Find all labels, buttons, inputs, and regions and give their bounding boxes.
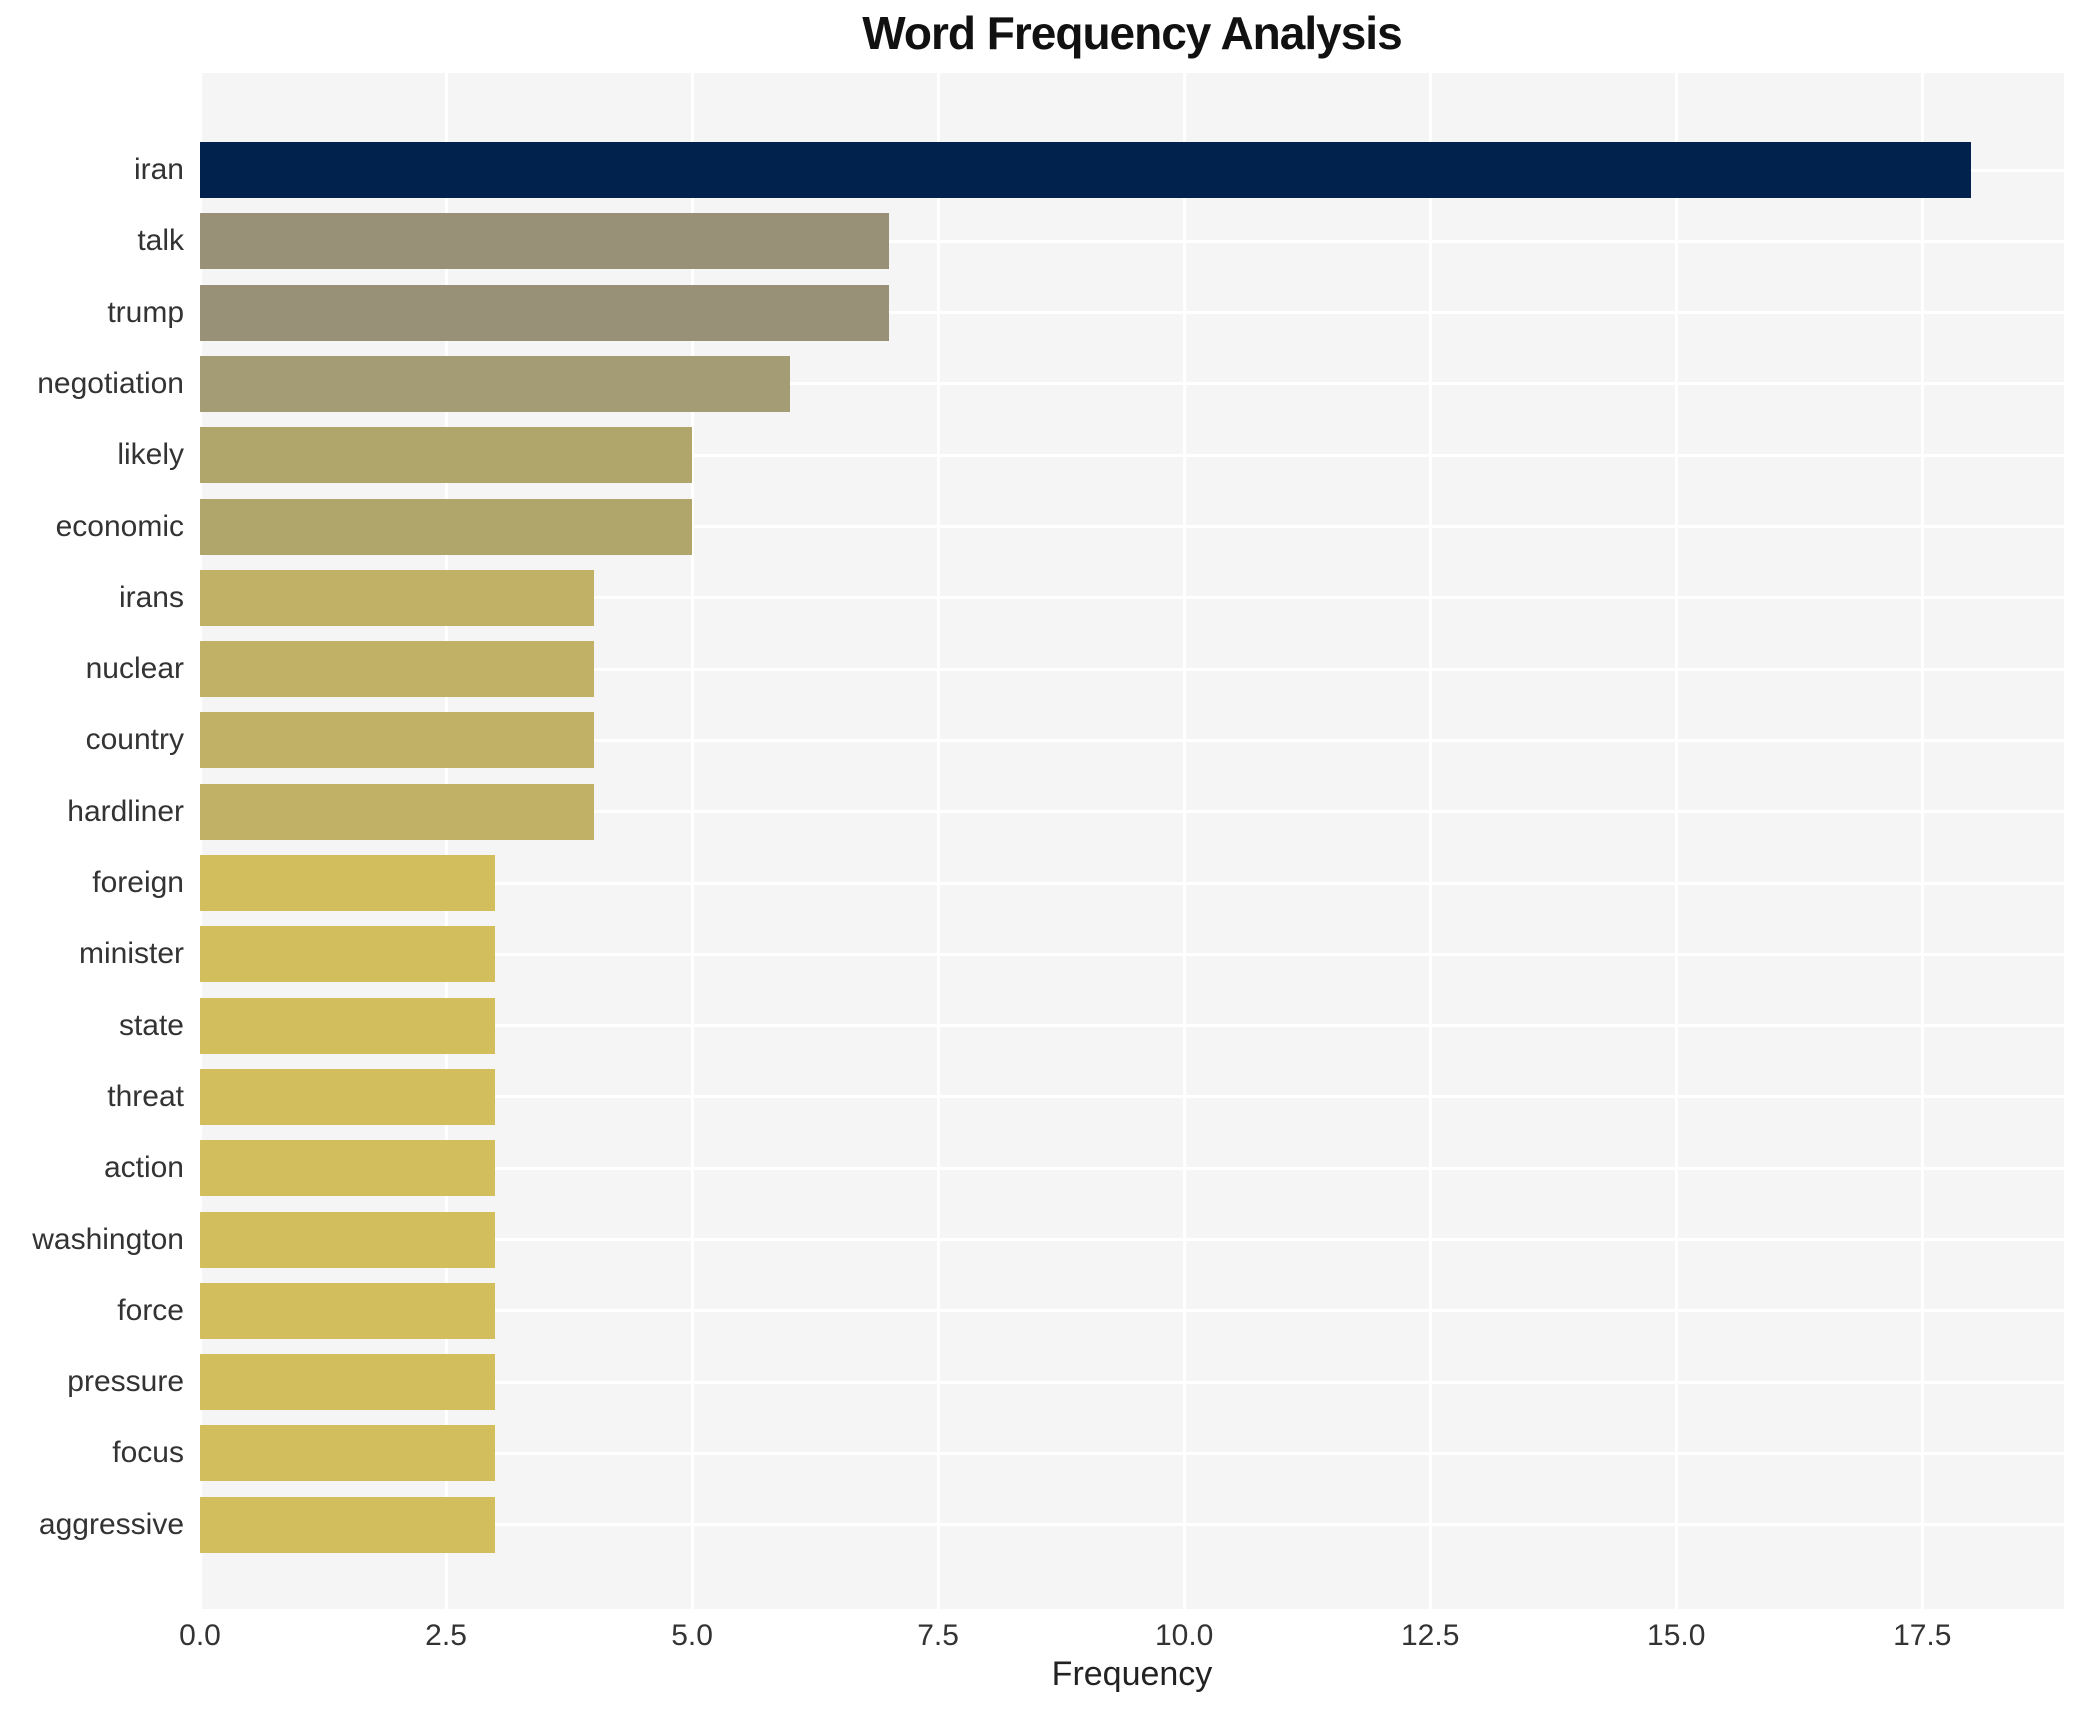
bar-country	[200, 712, 594, 769]
gridline-horizontal	[200, 1095, 2064, 1099]
y-tick-label-hardliner: hardliner	[67, 794, 184, 828]
gridline-horizontal	[200, 239, 2064, 243]
gridline-vertical	[198, 73, 202, 1609]
bar-talk	[200, 213, 889, 270]
gridline-vertical	[1182, 73, 1186, 1609]
y-tick-label-force: force	[117, 1293, 184, 1327]
y-tick-label-focus: focus	[112, 1436, 184, 1470]
bar-threat	[200, 1068, 496, 1125]
y-tick-label-economic: economic	[55, 509, 184, 543]
bar-foreign	[200, 855, 496, 911]
y-tick-label-action: action	[103, 1151, 184, 1185]
gridline-horizontal	[200, 1166, 2064, 1170]
y-tick-label-iran: iran	[133, 153, 184, 186]
bar-likely	[200, 427, 693, 484]
y-tick-label-irans: irans	[118, 580, 184, 614]
y-tick-label-minister: minister	[78, 937, 184, 971]
gridline-vertical	[1920, 73, 1924, 1609]
gridline-vertical	[936, 73, 940, 1609]
gridline-horizontal	[200, 810, 2064, 814]
x-axis-label: Frequency	[1051, 1655, 1213, 1693]
gridline-horizontal	[200, 382, 2064, 386]
y-tick-label-foreign: foreign	[92, 866, 184, 899]
y-tick-label-likely: likely	[117, 438, 184, 472]
gridline-horizontal	[200, 952, 2064, 956]
gridline-horizontal	[200, 525, 2064, 528]
y-tick-label-nuclear: nuclear	[85, 652, 184, 686]
gridline-horizontal	[200, 453, 2064, 457]
gridline-horizontal	[200, 596, 2064, 600]
gridline-vertical	[1674, 73, 1678, 1609]
bar-minister	[200, 926, 496, 983]
gridline-horizontal	[200, 881, 2064, 885]
gridline-vertical	[1428, 73, 1432, 1609]
y-tick-label-threat: threat	[107, 1079, 184, 1113]
plot-area	[198, 73, 2064, 1609]
gridline-horizontal	[200, 738, 2064, 742]
y-tick-label-trump: trump	[107, 295, 184, 329]
gridline-horizontal	[200, 311, 2064, 315]
x-tick-label-12.5: 12.5	[1400, 1619, 1460, 1652]
y-tick-label-negotiation: negotiation	[37, 366, 184, 400]
bar-pressure	[200, 1354, 496, 1411]
gridline-horizontal	[200, 1024, 2064, 1028]
y-tick-label-country: country	[85, 723, 184, 757]
x-tick-label-2.5: 2.5	[425, 1619, 467, 1652]
x-tick-label-5.0: 5.0	[671, 1619, 713, 1652]
bar-negotiation	[200, 355, 791, 412]
x-tick-label-7.5: 7.5	[917, 1619, 959, 1652]
chart-title: Word Frequency Analysis	[862, 7, 1402, 59]
gridline-horizontal	[200, 1309, 2064, 1313]
bar-washington	[200, 1211, 496, 1268]
bar-economic	[200, 498, 693, 555]
bar-force	[200, 1282, 496, 1339]
gridline-vertical	[444, 73, 448, 1609]
gridline-vertical	[690, 73, 694, 1609]
gridline-horizontal	[200, 667, 2064, 671]
x-tick-label-15.0: 15.0	[1647, 1619, 1706, 1652]
y-tick-label-pressure: pressure	[67, 1365, 184, 1399]
bar-iran	[200, 142, 1972, 198]
x-tick-label-10.0: 10.0	[1154, 1619, 1214, 1652]
y-tick-label-talk: talk	[137, 224, 184, 258]
bar-action	[200, 1140, 496, 1197]
gridline-horizontal	[200, 1238, 2064, 1241]
y-tick-label-state: state	[118, 1008, 184, 1042]
gridline-horizontal	[200, 1523, 2064, 1527]
y-tick-label-washington: washington	[32, 1222, 184, 1256]
bar-hardliner	[200, 783, 594, 840]
gridline-horizontal	[200, 1380, 2064, 1384]
x-tick-label-0.0: 0.0	[179, 1619, 221, 1652]
bar-nuclear	[200, 641, 594, 698]
bar-state	[200, 997, 496, 1054]
bar-aggressive	[200, 1496, 496, 1553]
bar-irans	[200, 569, 594, 626]
gridline-horizontal	[200, 1451, 2064, 1455]
bar-focus	[200, 1425, 496, 1482]
x-tick-label-17.5: 17.5	[1893, 1619, 1952, 1652]
bar-trump	[200, 284, 889, 341]
y-tick-label-aggressive: aggressive	[38, 1507, 184, 1541]
